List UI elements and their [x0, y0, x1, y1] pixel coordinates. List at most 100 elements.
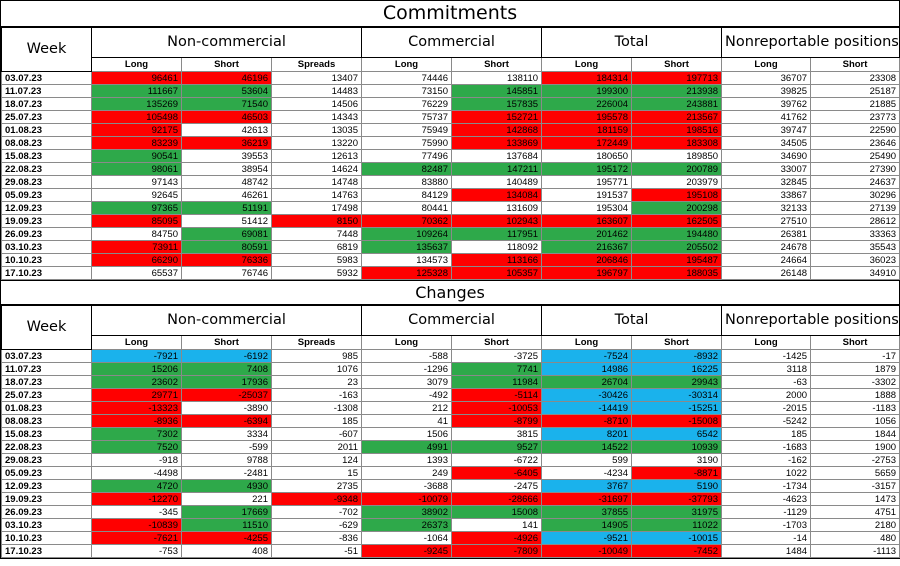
value-cell: 105357	[450, 266, 543, 280]
value-cell: -3725	[450, 349, 543, 363]
value-cell: 2000	[721, 388, 812, 402]
value-cell: 216367	[541, 240, 633, 254]
value-cell: 189850	[631, 149, 723, 163]
value-cell: 181159	[541, 123, 633, 137]
table-row: 05.09.23 -4498 -2481 15 249 -6405 -4234 -8871 10…	[1, 466, 900, 480]
value-cell: 39762	[721, 97, 812, 111]
value-cell: 124	[271, 453, 362, 467]
value-cell: 4991	[361, 440, 452, 454]
value-cell: 28612	[810, 214, 900, 228]
value-cell: 194480	[631, 227, 723, 241]
column-header: Long	[91, 57, 182, 72]
value-cell: 97365	[91, 201, 182, 215]
value-cell: 599	[541, 453, 633, 467]
commercial-header: Commercial	[360, 27, 543, 58]
value-cell: 8150	[271, 214, 362, 228]
value-cell: 34505	[721, 136, 812, 150]
value-cell: 117951	[450, 227, 543, 241]
value-cell: -4498	[91, 466, 182, 480]
value-cell: 213567	[631, 110, 723, 124]
value-cell: 137684	[450, 149, 543, 163]
value-cell: 13220	[271, 136, 362, 150]
value-cell: 7448	[271, 227, 362, 241]
week-cell: 05.09.23	[1, 466, 92, 480]
week-cell: 12.09.23	[1, 201, 92, 215]
value-cell: -13323	[91, 401, 182, 415]
value-cell: 39825	[721, 84, 812, 98]
value-cell: 172449	[541, 136, 633, 150]
value-cell: 1844	[810, 427, 900, 441]
value-cell: 17669	[181, 505, 272, 519]
value-cell: 84129	[361, 188, 452, 202]
week-cell: 18.07.23	[1, 97, 92, 111]
nonreportable-header: Nonreportable positions	[721, 305, 900, 336]
value-cell: 73150	[361, 84, 452, 98]
value-cell: 73911	[91, 240, 182, 254]
value-cell: 152721	[450, 110, 543, 124]
value-cell: -28666	[450, 492, 543, 506]
value-cell: -5242	[721, 414, 812, 428]
value-cell: 2180	[810, 518, 900, 532]
value-cell: 125328	[361, 266, 452, 280]
value-cell: -8871	[631, 466, 723, 480]
value-cell: 14483	[271, 84, 362, 98]
value-cell: -4623	[721, 492, 812, 506]
value-cell: 39747	[721, 123, 812, 137]
value-cell: 15206	[91, 362, 182, 376]
value-cell: 92175	[91, 123, 182, 137]
value-cell: -2015	[721, 401, 812, 415]
value-cell: 26704	[541, 375, 633, 389]
value-cell: 21885	[810, 97, 900, 111]
value-cell: -3890	[181, 401, 272, 415]
value-cell: -6722	[450, 453, 543, 467]
value-cell: -1296	[361, 362, 452, 376]
value-cell: 162505	[631, 214, 723, 228]
value-cell: -6394	[181, 414, 272, 428]
value-cell: -1425	[721, 349, 812, 363]
value-cell: -30426	[541, 388, 633, 402]
value-cell: 71540	[181, 97, 272, 111]
value-cell: 985	[271, 349, 362, 363]
table-row: 11.07.23 15206 7408 1076 -1296 7741 14986 16225…	[1, 362, 900, 376]
value-cell: 29943	[631, 375, 723, 389]
table-row: 01.08.23 92175 42613 13035 75949 142868 181159…	[1, 123, 900, 137]
week-cell: 19.09.23	[1, 214, 92, 228]
week-cell: 05.09.23	[1, 188, 92, 202]
value-cell: -3688	[361, 479, 452, 493]
value-cell: -607	[271, 427, 362, 441]
value-cell: 33867	[721, 188, 812, 202]
week-cell: 03.10.23	[1, 518, 92, 532]
table-row: 29.08.23 -918 9788 124 1393 -6722 599 3190 -162-…	[1, 453, 900, 467]
table-row: 05.09.23 92645 46261 14763 84129 134084 191537…	[1, 188, 900, 202]
value-cell: 3118	[721, 362, 812, 376]
value-cell: 9527	[450, 440, 543, 454]
value-cell: 203979	[631, 175, 723, 189]
week-cell: 03.07.23	[1, 349, 92, 363]
week-cell: 15.08.23	[1, 149, 92, 163]
value-cell: 140489	[450, 175, 543, 189]
value-cell: 198516	[631, 123, 723, 137]
value-cell: 32133	[721, 201, 812, 215]
column-header: Short	[450, 335, 543, 350]
value-cell: 157835	[450, 97, 543, 111]
value-cell: 16225	[631, 362, 723, 376]
value-cell: 134573	[361, 253, 452, 267]
value-cell: -2475	[450, 479, 543, 493]
value-cell: 33007	[721, 162, 812, 176]
table-row: 22.08.23 7520 -599 2011 4991 9527 14522 10939 -1…	[1, 440, 900, 454]
week-cell: 12.09.23	[1, 479, 92, 493]
value-cell: 38954	[181, 162, 272, 176]
value-cell: 14748	[271, 175, 362, 189]
value-cell: 13407	[271, 71, 362, 85]
week-cell: 26.09.23	[1, 505, 92, 519]
value-cell: 188035	[631, 266, 723, 280]
week-cell: 17.10.23	[1, 544, 92, 558]
week-cell: 01.08.23	[1, 123, 92, 137]
value-cell: 24637	[810, 175, 900, 189]
week-cell: 25.07.23	[1, 388, 92, 402]
column-header: Long	[721, 57, 812, 72]
value-cell: 23308	[810, 71, 900, 85]
column-header: Spreads	[271, 57, 362, 72]
value-cell: 195304	[541, 201, 633, 215]
week-header: Week	[1, 305, 92, 350]
